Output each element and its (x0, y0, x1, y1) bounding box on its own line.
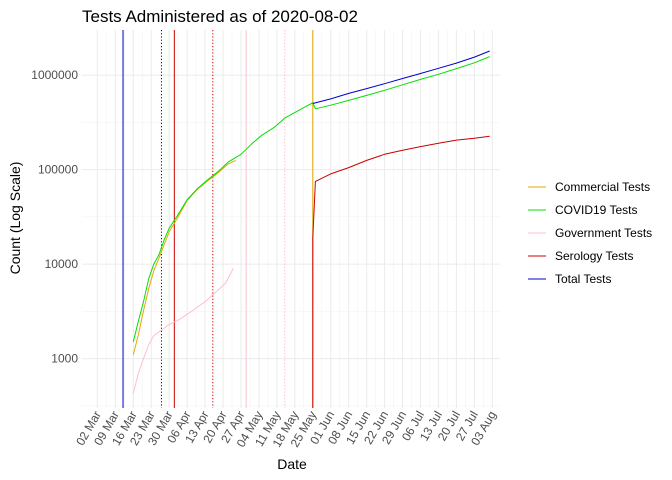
series-line (132, 159, 237, 355)
series-line (132, 268, 234, 394)
y-tick-label: 100000 (38, 163, 78, 177)
series-line (312, 135, 490, 408)
series-lines (132, 50, 490, 408)
y-tick-label: 1000000 (31, 68, 78, 82)
y-axis-ticks: 1000 10000 100000 1000000 (31, 68, 79, 366)
legend-label: COVID19 Tests (555, 203, 637, 217)
y-axis-title: Count (Log Scale) (7, 162, 23, 275)
chart-title: Tests Administered as of 2020-08-02 (82, 7, 358, 26)
grid (82, 30, 500, 408)
legend-label: Commercial Tests (555, 180, 650, 194)
series-line (312, 50, 490, 104)
series-line (132, 56, 490, 343)
legend-label: Total Tests (555, 272, 611, 286)
vertical-reference-lines (122, 30, 314, 408)
legend: Commercial Tests COVID19 Tests Government … (528, 180, 652, 286)
legend-label: Serology Tests (555, 249, 634, 263)
legend-label: Government Tests (555, 226, 652, 240)
x-axis-title: Date (277, 456, 307, 472)
y-tick-label: 1000 (51, 352, 78, 366)
y-tick-label: 10000 (45, 257, 79, 271)
